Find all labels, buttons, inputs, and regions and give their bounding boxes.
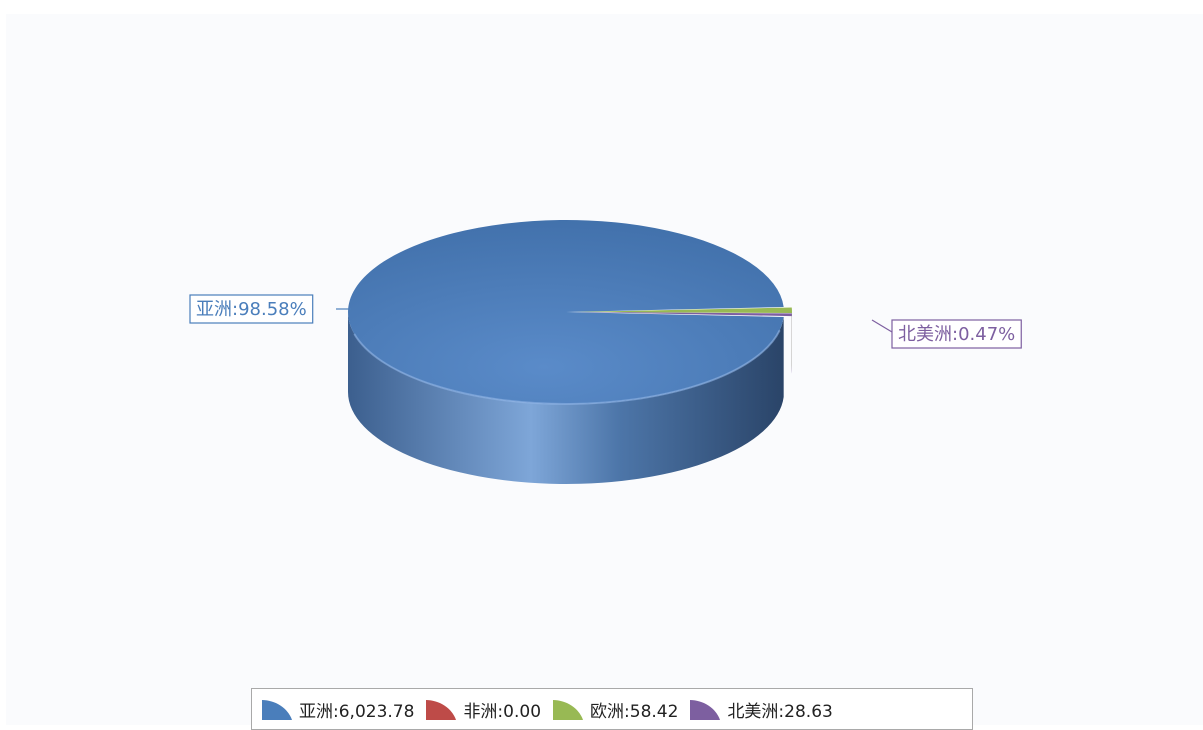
legend-swatch-north-america <box>688 696 722 722</box>
legend-item-north-america[interactable]: 北美洲:28.63 <box>688 696 832 722</box>
legend-swatch-shape <box>553 700 583 720</box>
data-label: 亚洲:98.58% <box>196 299 307 320</box>
legend-swatch-asia <box>260 696 294 722</box>
legend-label: 欧洲:58.42 <box>590 697 678 722</box>
data-label: 北美洲:0.47% <box>898 324 1015 345</box>
legend-label: 北美洲:28.63 <box>727 697 832 722</box>
legend-item-europe[interactable]: 欧洲:58.42 <box>551 696 678 722</box>
legend-item-africa[interactable]: 非洲:0.00 <box>424 696 541 722</box>
legend-swatch-europe <box>551 696 585 722</box>
pie-chart: 亚洲:98.58% 北美洲:0.47% <box>6 14 1203 725</box>
legend-label: 非洲:0.00 <box>463 697 541 722</box>
legend-swatch-shape <box>262 700 292 720</box>
legend-swatch-africa <box>424 696 458 722</box>
legend: 亚洲:6,023.78 非洲:0.00 欧洲:58.42 北美洲:28.63 <box>251 688 973 730</box>
leader-line <box>872 320 892 332</box>
legend-swatch-shape <box>690 700 720 720</box>
legend-swatch-shape <box>426 700 456 720</box>
legend-item-asia[interactable]: 亚洲:6,023.78 <box>260 696 414 722</box>
chart-area: 亚洲:98.58% 北美洲:0.47% 亚洲:6,023.78 非洲:0.00 欧… <box>6 14 1203 725</box>
legend-label: 亚洲:6,023.78 <box>299 697 414 722</box>
